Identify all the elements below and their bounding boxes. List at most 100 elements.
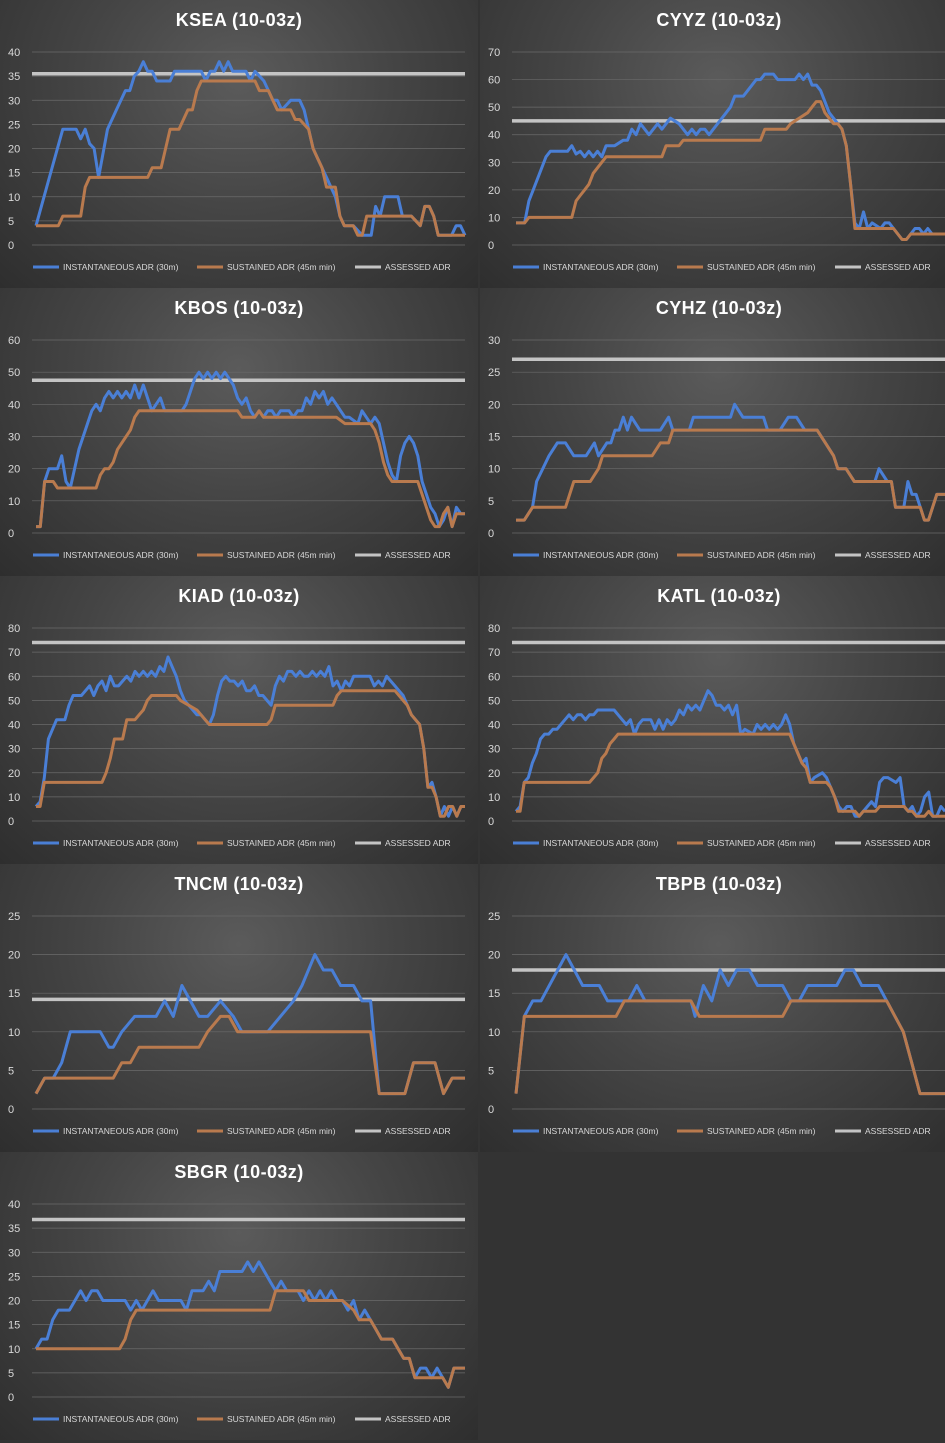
y-tick-label: 80: [488, 623, 500, 635]
instantaneous-adr-series: [514, 689, 945, 818]
legend-assessed-label: ASSESSED ADR: [865, 838, 931, 848]
y-tick-label: 20: [8, 144, 20, 156]
y-tick-label: 25: [488, 367, 500, 379]
chart-svg: 0 5 10 15 20 25 30 35 40 INSTANTANEOUS ADR (30m) S…: [8, 1199, 465, 1424]
legend-assessed-label: ASSESSED ADR: [865, 1126, 931, 1136]
legend-assessed-label: ASSESSED ADR: [865, 262, 931, 272]
legend-sustained-label: SUSTAINED ADR (45m min): [227, 550, 336, 560]
y-tick-label: 35: [8, 71, 20, 83]
chart-title: CYYZ (10-03z): [656, 10, 782, 30]
legend-sustained-label: SUSTAINED ADR (45m min): [707, 262, 816, 272]
y-tick-label: 20: [488, 950, 500, 962]
y-tick-label: 30: [8, 432, 20, 444]
chart-svg: 0 10 20 30 40 50 60 70 INSTANTANEOUS ADR (30m) SU…: [488, 47, 945, 272]
y-tick-label: 0: [488, 1104, 494, 1116]
y-tick-label: 20: [8, 950, 20, 962]
legend-sustained-label: SUSTAINED ADR (45m min): [227, 838, 336, 848]
legend-instantaneous-label: INSTANTANEOUS ADR (30m): [63, 1414, 179, 1424]
sustained-adr-series: [514, 999, 945, 1096]
y-tick-label: 40: [488, 720, 500, 732]
chart-panel: KATL (10-03z) 0 10 20 30 40 50 60 70 80 INSTANTANE…: [480, 576, 945, 864]
overlap-series: [516, 734, 945, 816]
legend-instantaneous-label: INSTANTANEOUS ADR (30m): [543, 838, 659, 848]
legend-instantaneous-label: INSTANTANEOUS ADR (30m): [543, 262, 659, 272]
legend-instantaneous-label: INSTANTANEOUS ADR (30m): [63, 838, 179, 848]
y-tick-label: 40: [8, 720, 20, 732]
y-tick-label: 10: [488, 1027, 500, 1039]
legend-instantaneous-label: INSTANTANEOUS ADR (30m): [63, 1126, 179, 1136]
y-tick-label: 10: [488, 464, 500, 476]
chart-panel: CYHZ (10-03z) 0 5 10 15 20 25 30 INSTANTANEOUS A…: [480, 288, 945, 576]
chart-panel: TNCM (10-03z) 0 5 10 15 20 25 INSTANTANEOUS ADR…: [0, 864, 478, 1152]
legend-sustained-label: SUSTAINED ADR (45m min): [227, 1126, 336, 1136]
chart-title: TBPB (10-03z): [655, 874, 783, 894]
y-tick-label: 25: [8, 911, 20, 923]
y-tick-label: 25: [8, 1271, 20, 1283]
y-tick-label: 10: [8, 1027, 20, 1039]
y-tick-label: 20: [8, 464, 20, 476]
y-tick-label: 30: [488, 335, 500, 347]
y-tick-label: 10: [488, 792, 500, 804]
y-tick-label: 0: [8, 528, 14, 540]
y-tick-label: 40: [8, 47, 20, 59]
sustained-adr-series: [36, 409, 465, 529]
y-tick-label: 5: [8, 1368, 14, 1380]
sustained-adr-series: [516, 428, 945, 522]
y-tick-label: 15: [8, 988, 20, 1000]
y-tick-label: 10: [8, 496, 20, 508]
y-tick-label: 35: [8, 1223, 20, 1235]
chart-svg: 0 5 10 15 20 25 INSTANTANEOUS ADR (30m) SUSTAIN…: [488, 911, 945, 1136]
y-tick-label: 60: [488, 671, 500, 683]
y-tick-label: 30: [488, 744, 500, 756]
y-tick-label: 20: [8, 1296, 20, 1308]
y-tick-label: 5: [488, 496, 494, 508]
legend-instantaneous-label: INSTANTANEOUS ADR (30m): [543, 1126, 659, 1136]
chart-title: KIAD (10-03z): [178, 586, 300, 606]
chart-panel: CYYZ (10-03z) 0 10 20 30 40 50 60 70 INSTANTANEOU…: [480, 0, 945, 288]
y-tick-label: 50: [8, 695, 20, 707]
legend-sustained-label: SUSTAINED ADR (45m min): [707, 1126, 816, 1136]
y-tick-label: 25: [488, 911, 500, 923]
y-tick-label: 15: [488, 432, 500, 444]
sustained-adr-series: [36, 1289, 465, 1389]
y-tick-label: 20: [488, 399, 500, 411]
legend-instantaneous-label: INSTANTANEOUS ADR (30m): [543, 550, 659, 560]
y-tick-label: 0: [8, 240, 14, 252]
y-tick-label: 50: [488, 102, 500, 114]
y-tick-label: 60: [8, 671, 20, 683]
y-tick-label: 30: [8, 1247, 20, 1259]
legend-assessed-label: ASSESSED ADR: [385, 262, 451, 272]
y-tick-label: 0: [8, 1104, 14, 1116]
chart-panel: SBGR (10-03z) 0 5 10 15 20 25 30 35 40 INSTANTANEO…: [0, 1152, 478, 1440]
chart-panel: KSEA (10-03z) 0 5 10 15 20 25 30 35 40 INSTANTANEO…: [0, 0, 478, 288]
sustained-adr-series: [36, 79, 465, 237]
sustained-adr-series: [516, 732, 945, 818]
y-tick-label: 50: [8, 367, 20, 379]
y-tick-label: 70: [488, 47, 500, 59]
legend-sustained-label: SUSTAINED ADR (45m min): [707, 838, 816, 848]
chart-svg: 0 5 10 15 20 25 30 35 40 INSTANTANEOUS ADR (30m) S…: [8, 47, 467, 272]
instantaneous-adr-series: [34, 953, 465, 1096]
instantaneous-adr-series: [516, 72, 945, 241]
y-tick-label: 60: [488, 75, 500, 87]
legend-assessed-label: ASSESSED ADR: [865, 550, 931, 560]
sustained-adr-series: [34, 1014, 465, 1096]
y-tick-label: 15: [8, 1320, 20, 1332]
y-tick-label: 30: [8, 744, 20, 756]
legend-assessed-label: ASSESSED ADR: [385, 1126, 451, 1136]
legend-instantaneous-label: INSTANTANEOUS ADR (30m): [63, 550, 179, 560]
chart-panel: KBOS (10-03z) 0 10 20 30 40 50 60 INSTANTANEOUS …: [0, 288, 478, 576]
instantaneous-adr-series: [34, 655, 465, 818]
y-tick-label: 40: [8, 1199, 20, 1211]
y-tick-label: 5: [8, 1065, 14, 1077]
y-tick-label: 25: [8, 119, 20, 131]
y-tick-label: 80: [8, 623, 20, 635]
instantaneous-adr-series: [516, 402, 945, 522]
chart-title: KSEA (10-03z): [175, 10, 303, 30]
chart-svg: 0 5 10 15 20 25 INSTANTANEOUS ADR (30m) SUSTAIN…: [8, 911, 465, 1136]
y-tick-label: 0: [8, 816, 14, 828]
legend-assessed-label: ASSESSED ADR: [385, 1414, 451, 1424]
chart-svg: 0 10 20 30 40 50 60 70 80 INSTANTANEOUS ADR (30m)…: [8, 623, 465, 848]
chart-panel: TBPB (10-03z) 0 5 10 15 20 25 INSTANTANEOUS ADR…: [480, 864, 945, 1152]
y-tick-label: 10: [8, 192, 20, 204]
